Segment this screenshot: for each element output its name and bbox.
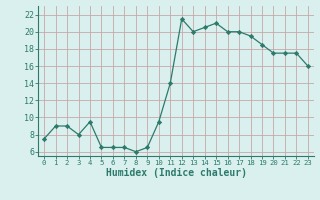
X-axis label: Humidex (Indice chaleur): Humidex (Indice chaleur): [106, 168, 246, 178]
